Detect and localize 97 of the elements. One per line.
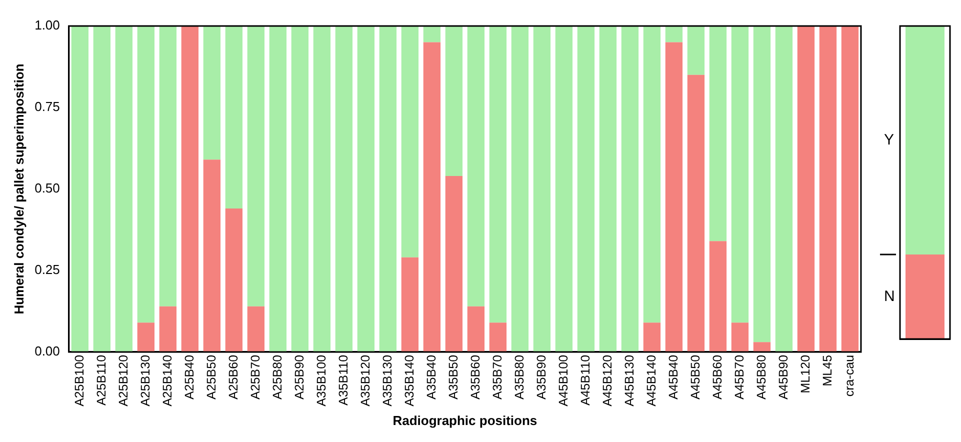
bar: [819, 26, 837, 352]
bar: [489, 322, 507, 352]
x-tick-label: A35B50: [446, 354, 460, 400]
x-tick-label: A45B40: [666, 354, 680, 400]
y-tick-label: 0.25: [34, 262, 60, 278]
bar: [291, 26, 309, 352]
x-tick-label: A25B70: [248, 354, 262, 400]
x-tick-label: A25B110: [94, 354, 108, 406]
x-tick-label: A45B50: [688, 354, 702, 400]
x-tick-label: A45B90: [776, 354, 790, 400]
bar: [247, 26, 264, 306]
bar: [533, 26, 551, 352]
bar: [423, 42, 441, 352]
bar: [797, 26, 815, 352]
x-tick-label: A25B40: [182, 354, 196, 400]
bar: [445, 176, 463, 352]
bar: [137, 322, 154, 352]
x-tick-label: A25B130: [138, 354, 152, 406]
y-axis-title: Humeral condyle/ pallet superimposition: [11, 64, 26, 314]
bar: [753, 26, 771, 342]
bar: [709, 241, 727, 352]
y-tick-label: 0.50: [34, 180, 60, 196]
series-label: N: [884, 288, 895, 305]
bar: [731, 322, 749, 352]
x-tick-label: A45B120: [600, 354, 614, 406]
bar: [621, 26, 639, 352]
x-tick-label: A35B100: [314, 354, 328, 406]
x-tick-label: A45B140: [644, 354, 658, 406]
bar: [159, 306, 176, 352]
bar: [731, 26, 749, 323]
bar: [203, 26, 220, 160]
bar: [137, 26, 154, 323]
bar: [379, 26, 397, 352]
x-tick-label: A35B60: [468, 354, 482, 400]
bar: [269, 26, 286, 352]
bar: [687, 74, 705, 352]
bar: [643, 322, 661, 352]
bar: [665, 26, 683, 42]
x-tick-label: ML120: [798, 354, 812, 394]
x-tick-label: A45B130: [622, 354, 636, 406]
y-tick-label: 0.00: [34, 344, 60, 359]
bar: [775, 26, 793, 352]
x-tick-label: A45B100: [556, 354, 570, 406]
x-tick-label: A25B100: [72, 354, 86, 406]
bar: [665, 42, 683, 352]
bar: [115, 26, 132, 352]
series-label: Y: [884, 131, 894, 148]
bar: [841, 26, 859, 352]
bar: [401, 257, 419, 352]
x-tick-label: A35B110: [336, 354, 350, 406]
bar: [335, 26, 353, 352]
bar: [467, 306, 485, 352]
x-tick-label: A45B70: [732, 354, 746, 400]
x-tick-label: A35B70: [490, 354, 504, 400]
bar: [159, 26, 176, 306]
bar: [709, 26, 727, 242]
y-tick-label: 0.75: [34, 99, 60, 114]
x-axis-title: Radiographic positions: [392, 412, 538, 428]
bar: [181, 26, 198, 352]
bar: [511, 26, 529, 352]
x-tick-label: A35B80: [512, 354, 526, 400]
bar: [93, 26, 110, 352]
bar: [71, 26, 88, 352]
x-tick-label: A45B110: [578, 354, 592, 406]
x-tick-label: A25B50: [204, 354, 218, 400]
bar: [247, 306, 264, 352]
bar: [357, 26, 375, 352]
x-tick-label: A35B120: [358, 354, 372, 406]
bar: [467, 26, 485, 306]
bar: [599, 26, 617, 352]
x-tick-label: A35B40: [424, 354, 438, 400]
y-tick-label: 1.00: [34, 18, 60, 33]
x-tick-label: A25B80: [270, 354, 284, 400]
x-tick-label: ML45: [820, 354, 834, 386]
x-tick-label: A25B60: [226, 354, 240, 400]
bar: [489, 26, 507, 323]
x-tick-label: A25B90: [292, 354, 306, 400]
x-tick-label: A35B140: [402, 354, 416, 406]
bar: [577, 26, 595, 352]
bar: [687, 26, 705, 75]
bar: [555, 26, 573, 352]
x-tick-label: A25B140: [160, 354, 174, 406]
x-tick-label: A25B120: [116, 354, 130, 406]
x-tick-label: A35B90: [534, 354, 548, 400]
bar: [753, 342, 771, 352]
x-tick-label: A35B130: [380, 354, 394, 406]
bar: [401, 26, 419, 258]
bar: [445, 26, 463, 176]
bar: [203, 160, 220, 352]
bar: [225, 208, 242, 352]
bar: [643, 26, 661, 323]
bar: [313, 26, 331, 352]
x-tick-label: A45B80: [754, 354, 768, 400]
x-tick-label: cra-cau: [842, 354, 856, 397]
bar: [423, 26, 441, 42]
x-tick-label: A45B60: [710, 354, 724, 400]
bar: [225, 26, 242, 209]
